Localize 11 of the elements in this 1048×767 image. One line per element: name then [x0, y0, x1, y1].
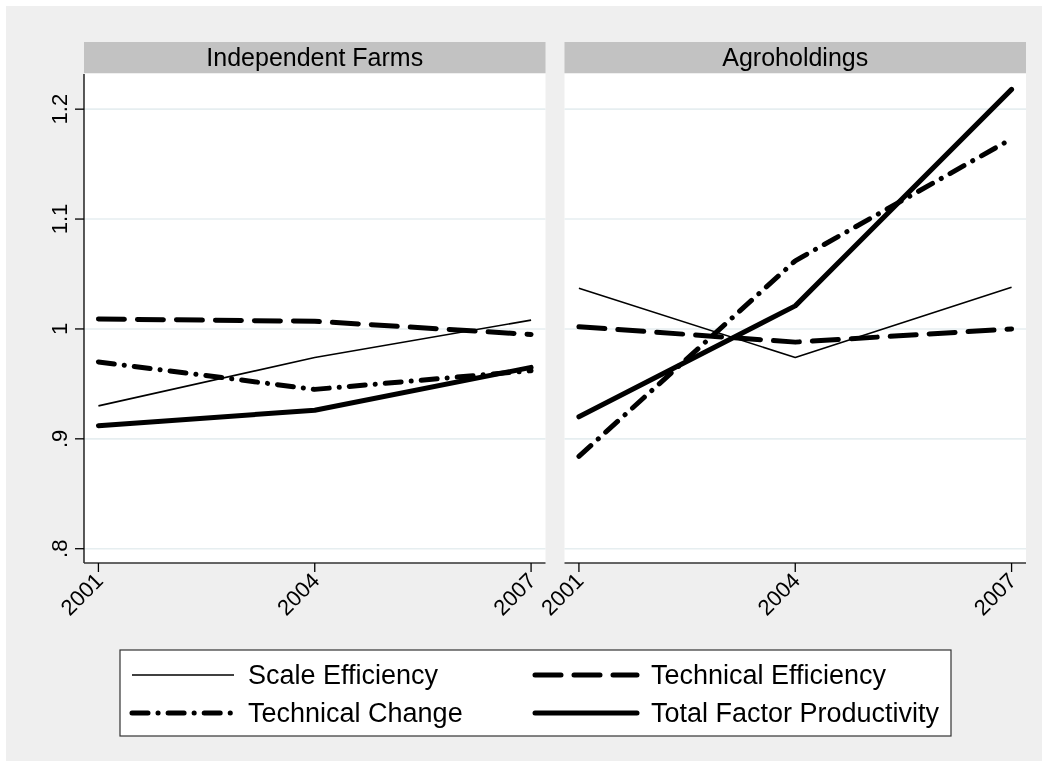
- y-tick-label: 1.2: [47, 93, 72, 125]
- legend-label: Scale Efficiency: [248, 660, 439, 690]
- y-tick-label: .8: [47, 539, 72, 558]
- legend-label: Total Factor Productivity: [651, 698, 940, 728]
- chart-title: Independent Farms: [206, 43, 424, 71]
- chart-title: Agroholdings: [722, 43, 869, 71]
- y-tick-label: 1: [47, 322, 72, 336]
- y-tick-label: .9: [47, 429, 72, 449]
- legend-label: Technical Change: [248, 698, 463, 728]
- y-tick-label: 1.1: [47, 203, 72, 235]
- legend-label: Technical Efficiency: [651, 660, 887, 690]
